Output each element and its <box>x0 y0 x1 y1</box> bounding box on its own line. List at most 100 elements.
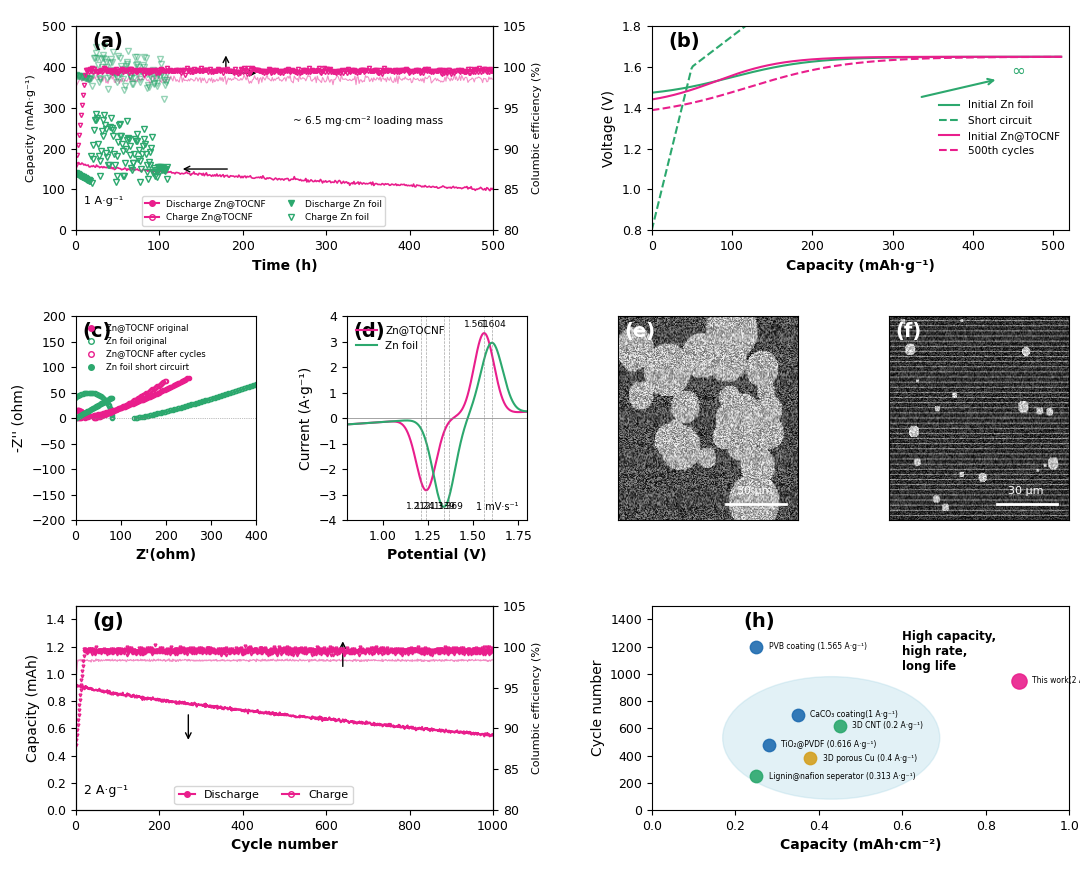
Text: 1.212: 1.212 <box>406 502 432 510</box>
Text: PVB coating (1.565 A·g⁻¹): PVB coating (1.565 A·g⁻¹) <box>769 642 866 652</box>
Initial Zn foil <box>889 52 902 63</box>
Zn@TOCNF <box>489 366 502 376</box>
Point <box>789 708 807 722</box>
Discharge <box>69 679 82 689</box>
Text: High capacity,
high rate,
long life: High capacity, high rate, long life <box>902 631 997 673</box>
Text: 1 mV·s⁻¹: 1 mV·s⁻¹ <box>475 502 518 512</box>
Charge <box>356 655 369 665</box>
Text: This work(2 A·g⁻¹): This work(2 A·g⁻¹) <box>1031 676 1080 685</box>
Line: Initial Zn foil: Initial Zn foil <box>651 57 1062 92</box>
500th cycles <box>889 55 902 65</box>
Text: 2 A·g⁻¹: 2 A·g⁻¹ <box>84 784 127 797</box>
Initial Zn@TOCNF <box>1055 51 1068 62</box>
Initial Zn@TOCNF <box>889 51 902 62</box>
Zn foil <box>426 463 438 474</box>
X-axis label: Capacity (mAh·g⁻¹): Capacity (mAh·g⁻¹) <box>786 259 935 273</box>
Discharge <box>253 708 266 719</box>
Charge <box>487 654 500 665</box>
Charge <box>69 676 82 686</box>
Initial Zn foil <box>1055 51 1068 62</box>
Initial Zn foil <box>647 87 660 98</box>
500th cycles <box>1055 51 1068 62</box>
Y-axis label: -Z'' (ohm): -Z'' (ohm) <box>12 384 26 452</box>
Legend: Zn@TOCNF original, Zn foil original, Zn@TOCNF after cycles, Zn foil short circui: Zn@TOCNF original, Zn foil original, Zn@… <box>80 321 210 375</box>
Text: (e): (e) <box>625 322 656 341</box>
Zn@TOCNF <box>428 467 441 477</box>
Text: ~ 6.5 mg·cm⁻² loading mass: ~ 6.5 mg·cm⁻² loading mass <box>293 116 443 126</box>
X-axis label: Potential (V): Potential (V) <box>387 549 487 563</box>
Zn@TOCNF <box>340 419 353 429</box>
Line: Zn@TOCNF: Zn@TOCNF <box>347 333 527 490</box>
Initial Zn@TOCNF <box>645 94 658 105</box>
Text: (c): (c) <box>83 322 112 341</box>
Text: $\infty$: $\infty$ <box>1011 61 1025 79</box>
Short circuit <box>657 180 670 191</box>
Line: Charge: Charge <box>76 658 494 681</box>
Line: Short circuit: Short circuit <box>651 22 924 230</box>
Zn foil <box>517 406 530 416</box>
Text: 30 μm: 30 μm <box>738 486 772 496</box>
500th cycles <box>1016 51 1029 62</box>
500th cycles <box>645 105 658 115</box>
Text: 1.241: 1.241 <box>415 502 441 510</box>
Short circuit <box>645 225 658 235</box>
Text: (g): (g) <box>92 612 124 631</box>
Initial Zn foil <box>888 52 901 63</box>
Point <box>747 769 765 783</box>
Discharge <box>402 722 415 733</box>
500th cycles <box>647 105 660 115</box>
Initial Zn foil <box>645 87 658 98</box>
Text: (a): (a) <box>92 32 123 51</box>
Discharge <box>112 690 125 700</box>
Text: (f): (f) <box>895 322 922 341</box>
Text: 3D porous Cu (0.4 A·g⁻¹): 3D porous Cu (0.4 A·g⁻¹) <box>823 753 917 763</box>
Discharge <box>239 706 252 717</box>
Line: Discharge: Discharge <box>76 684 494 736</box>
Text: 3D CNT (0.2 A·g⁻¹): 3D CNT (0.2 A·g⁻¹) <box>852 721 923 730</box>
Discharge <box>395 722 408 733</box>
Short circuit <box>696 54 708 64</box>
Discharge <box>487 729 500 739</box>
Charge <box>254 656 267 666</box>
Text: CaCO₃ coating(1 A·g⁻¹): CaCO₃ coating(1 A·g⁻¹) <box>810 710 899 719</box>
Text: 1.561: 1.561 <box>464 321 489 329</box>
Y-axis label: Current (A·g⁻¹): Current (A·g⁻¹) <box>299 367 313 469</box>
Initial Zn foil <box>895 52 908 63</box>
Zn foil <box>486 338 499 348</box>
Zn foil <box>489 341 502 352</box>
Y-axis label: Columbic efficiency (%): Columbic efficiency (%) <box>532 62 542 194</box>
Charge <box>395 655 408 665</box>
Short circuit <box>895 17 908 27</box>
Initial Zn@TOCNF <box>888 51 901 62</box>
X-axis label: Cycle number: Cycle number <box>231 838 338 853</box>
Text: TiO₂@PVDF (0.616 A·g⁻¹): TiO₂@PVDF (0.616 A·g⁻¹) <box>781 740 877 749</box>
Point <box>801 752 819 766</box>
Zn@TOCNF <box>420 485 433 496</box>
Initial Zn@TOCNF <box>647 94 660 105</box>
Discharge <box>356 719 369 729</box>
500th cycles <box>895 54 908 64</box>
Zn foil <box>438 502 451 512</box>
Zn@TOCNF <box>521 407 534 417</box>
500th cycles <box>888 55 901 65</box>
Y-axis label: Voltage (V): Voltage (V) <box>603 90 617 166</box>
Short circuit <box>918 17 931 27</box>
Initial Zn@TOCNF <box>990 51 1003 62</box>
Text: 1.604: 1.604 <box>481 321 507 329</box>
Text: (b): (b) <box>669 32 700 51</box>
Legend: Discharge Zn@TOCNF, Charge Zn@TOCNF, Discharge Zn foil, Charge Zn foil: Discharge Zn@TOCNF, Charge Zn@TOCNF, Dis… <box>141 196 386 226</box>
Text: (d): (d) <box>354 322 386 341</box>
Line: Initial Zn@TOCNF: Initial Zn@TOCNF <box>651 57 1062 99</box>
Legend: Discharge, Charge: Discharge, Charge <box>174 786 352 805</box>
Text: 1.339: 1.339 <box>430 502 456 510</box>
Zn@TOCNF <box>438 425 451 436</box>
Line: 500th cycles: 500th cycles <box>651 57 1062 110</box>
Zn@TOCNF <box>517 407 530 417</box>
Discharge <box>483 731 496 741</box>
Zn@TOCNF <box>427 471 440 482</box>
Initial Zn@TOCNF <box>895 51 908 62</box>
Y-axis label: Cycle number: Cycle number <box>591 659 605 756</box>
Zn@TOCNF <box>448 412 461 422</box>
Short circuit <box>746 17 759 27</box>
Short circuit <box>662 159 675 169</box>
